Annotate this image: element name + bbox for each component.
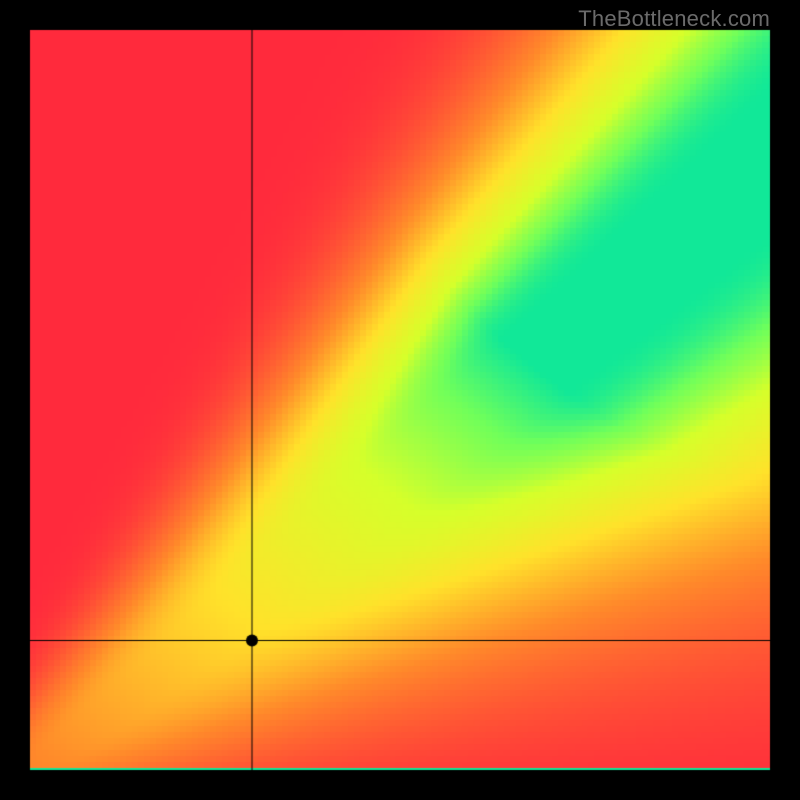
bottleneck-heatmap-canvas — [0, 0, 800, 800]
watermark-text: TheBottleneck.com — [578, 6, 770, 32]
